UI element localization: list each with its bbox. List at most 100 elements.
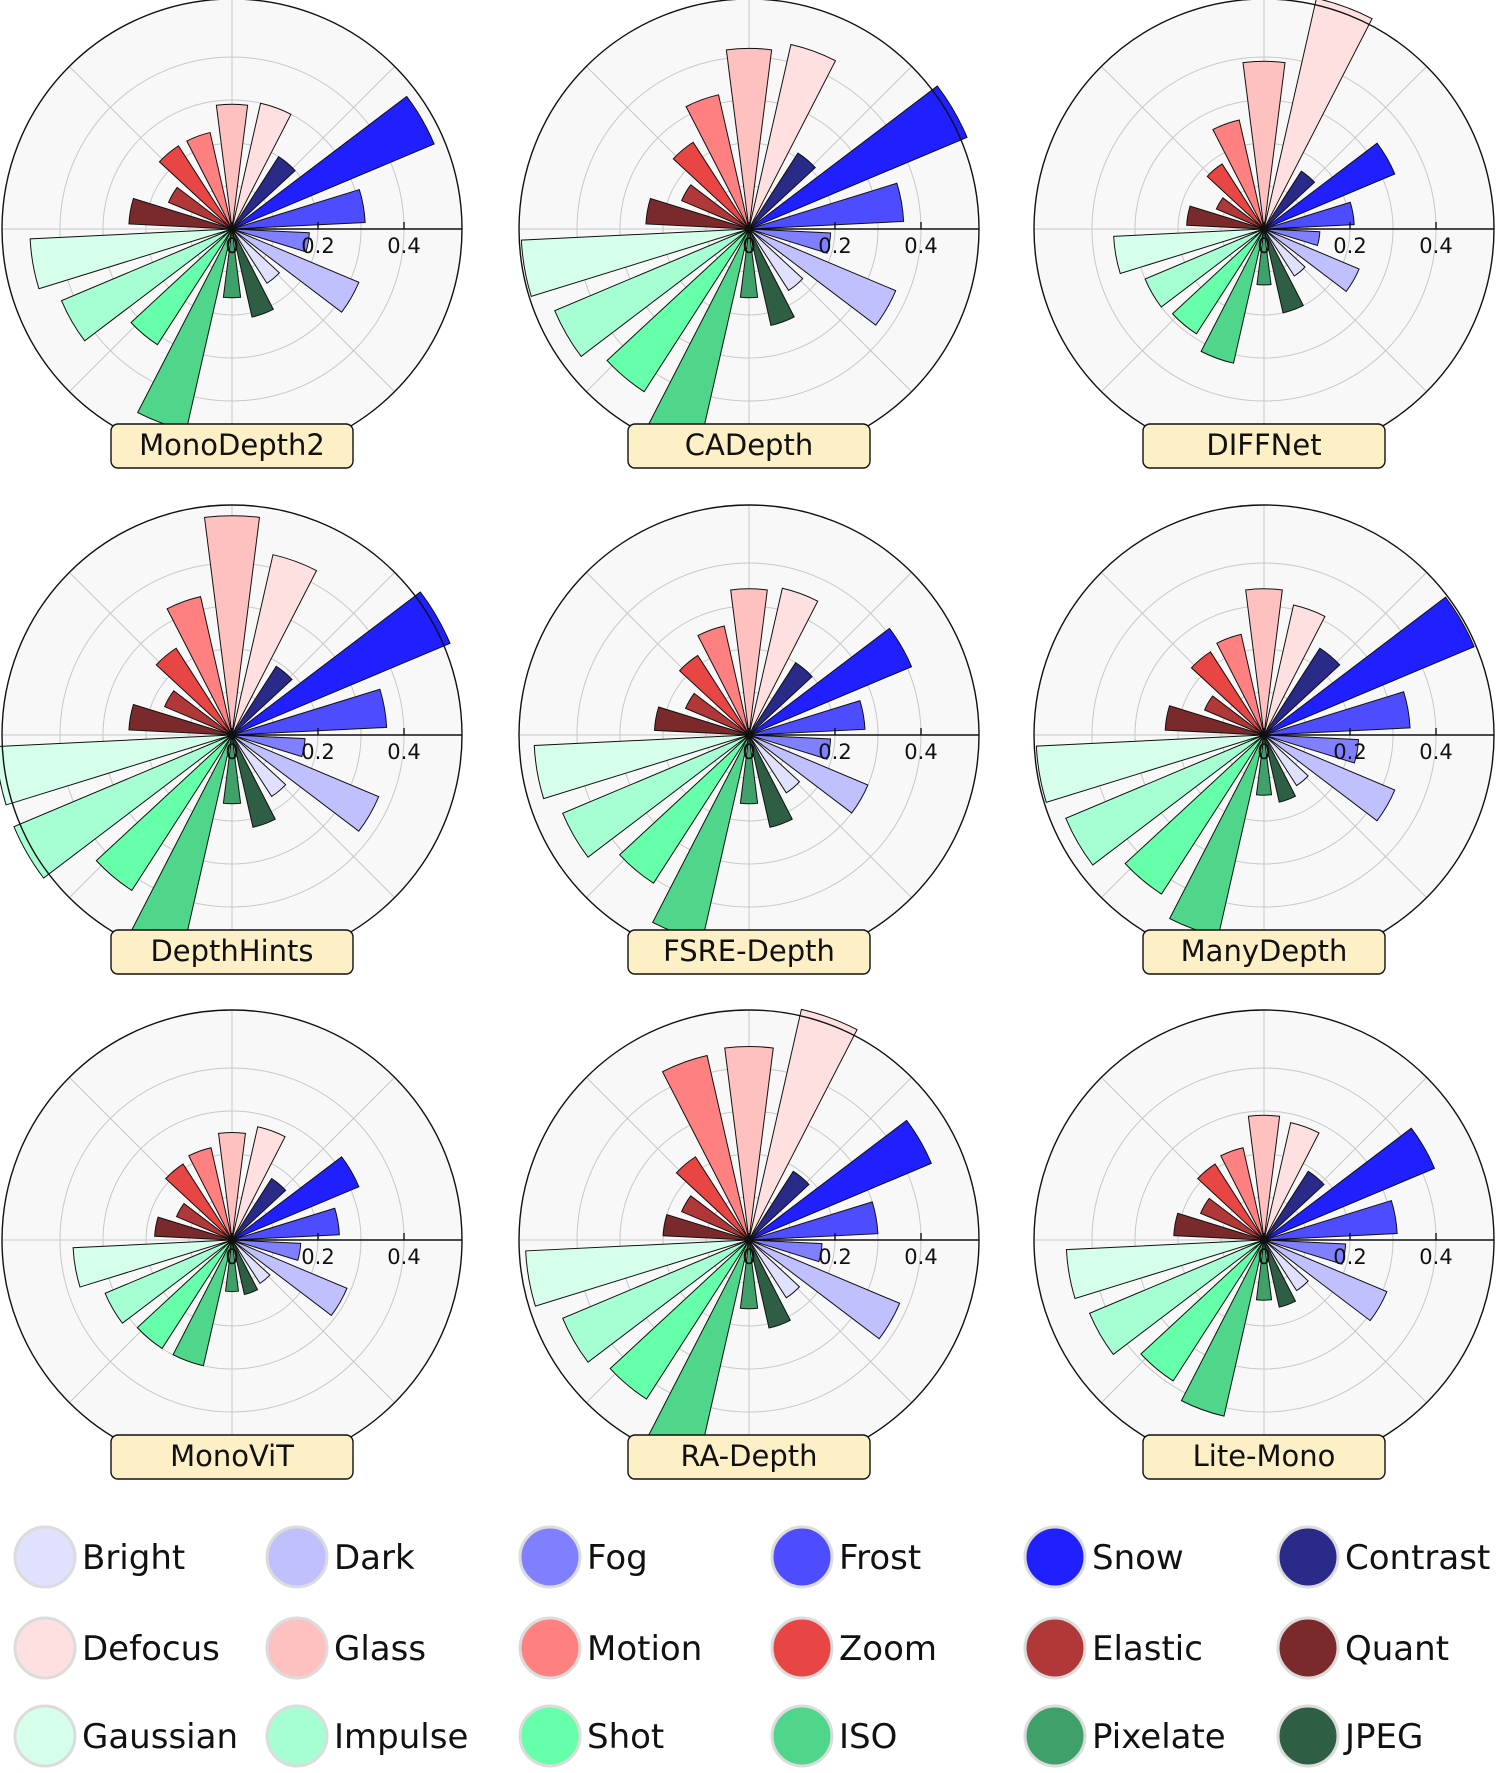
bar-motion bbox=[697, 625, 750, 736]
bar-motion bbox=[186, 131, 233, 230]
legend-item-jpeg: JPEG bbox=[1276, 1704, 1423, 1768]
radial-tick-label: 0.2 bbox=[301, 234, 334, 258]
legend-swatch bbox=[13, 1525, 77, 1589]
bar-pixelate bbox=[739, 228, 759, 299]
bar-frost bbox=[1263, 691, 1411, 736]
legend-item-defocus: Defocus bbox=[13, 1616, 220, 1680]
bar-impulse bbox=[60, 228, 233, 342]
bar-shot bbox=[136, 1239, 233, 1350]
radial-tick-label: 0.2 bbox=[301, 740, 334, 764]
legend-item-fog: Fog bbox=[518, 1525, 648, 1589]
bar-gaussian bbox=[525, 1239, 750, 1307]
bar-defocus bbox=[1263, 604, 1326, 736]
bar-shot bbox=[1124, 734, 1265, 895]
legend-item-motion: Motion bbox=[518, 1616, 702, 1680]
bar-shot bbox=[130, 228, 233, 346]
legend-item-iso: ISO bbox=[770, 1704, 897, 1768]
bar-quant bbox=[154, 1216, 233, 1241]
radial-tick-label: 0 bbox=[1257, 740, 1270, 764]
bar-bright bbox=[1263, 228, 1306, 277]
bar-bright bbox=[1263, 734, 1309, 787]
bar-jpeg bbox=[1263, 734, 1297, 803]
bar-fog bbox=[1263, 1239, 1347, 1265]
bar-shot bbox=[95, 734, 233, 892]
bar-frost bbox=[748, 182, 905, 230]
legend-label: Elastic bbox=[1092, 1629, 1203, 1669]
bar-pixelate bbox=[222, 734, 242, 805]
bar-dark bbox=[748, 228, 897, 326]
model-label: CADepth bbox=[685, 428, 813, 462]
legend-item-dark: Dark bbox=[265, 1525, 415, 1589]
radial-tick-label: 0.4 bbox=[1419, 1245, 1452, 1269]
bar-contrast bbox=[748, 662, 813, 736]
bar-shot bbox=[606, 228, 750, 393]
bar-elastic bbox=[1215, 197, 1265, 230]
bar-pixelate bbox=[224, 1239, 240, 1293]
legend-swatch bbox=[265, 1525, 329, 1589]
bar-contrast bbox=[231, 1177, 287, 1241]
bar-motion bbox=[1220, 1147, 1265, 1241]
model-label: DIFFNet bbox=[1206, 428, 1321, 462]
legend-label: Motion bbox=[587, 1629, 702, 1669]
bar-frost bbox=[231, 188, 366, 230]
bar-snow bbox=[1263, 142, 1396, 230]
radial-tick-label: 0.2 bbox=[1333, 1245, 1366, 1269]
bar-impulse bbox=[13, 734, 233, 879]
bar-zoom bbox=[672, 141, 750, 230]
bar-dark bbox=[231, 1239, 348, 1317]
bar-jpeg bbox=[1263, 1239, 1297, 1308]
bar-shot bbox=[1171, 228, 1265, 335]
model-label-box bbox=[627, 929, 871, 975]
legend-label: ISO bbox=[839, 1717, 897, 1757]
bar-glass bbox=[724, 1046, 774, 1241]
legend-item-shot: Shot bbox=[518, 1704, 664, 1768]
legend-swatch bbox=[13, 1704, 77, 1768]
model-label-box bbox=[110, 929, 354, 975]
model-label-box bbox=[110, 1434, 354, 1480]
legend: Bright Dark Fog Frost Snow Contrast Defocus Gla… bbox=[13, 1525, 1490, 1768]
bar-defocus bbox=[748, 1008, 858, 1241]
bar-pixelate bbox=[739, 1239, 759, 1310]
legend-item-elastic: Elastic bbox=[1023, 1616, 1203, 1680]
polar-chart-diffnet: 0 0.2 0.4 DIFFNet bbox=[1033, 0, 1495, 469]
model-label-box bbox=[627, 1434, 871, 1480]
bar-dark bbox=[1263, 1239, 1388, 1322]
bar-gaussian bbox=[1065, 1239, 1265, 1300]
bar-quant bbox=[645, 197, 750, 230]
bar-frost bbox=[1263, 201, 1355, 230]
bar-gaussian bbox=[1035, 734, 1265, 804]
model-label: FSRE-Depth bbox=[663, 934, 835, 968]
bar-zoom bbox=[1190, 651, 1265, 736]
bar-dark bbox=[1263, 734, 1396, 822]
bar-contrast bbox=[1263, 647, 1341, 736]
bar-shot bbox=[1140, 1239, 1265, 1382]
model-label-box bbox=[1142, 423, 1386, 469]
bar-snow bbox=[748, 85, 968, 230]
radial-tick-label: 0 bbox=[225, 740, 238, 764]
polar-chart-lite-mono: 0 0.2 0.4 Lite-Mono bbox=[1033, 1009, 1495, 1480]
bar-zoom bbox=[1206, 163, 1265, 230]
legend-label: Zoom bbox=[839, 1629, 937, 1669]
bar-dark bbox=[748, 734, 869, 814]
model-label-box bbox=[627, 423, 871, 469]
bar-zoom bbox=[675, 1156, 750, 1241]
bar-zoom bbox=[155, 647, 233, 736]
bar-pixelate bbox=[739, 734, 759, 805]
legend-label: Quant bbox=[1345, 1629, 1449, 1669]
model-label: MonoDepth2 bbox=[139, 428, 325, 462]
bar-elastic bbox=[680, 184, 750, 230]
legend-item-impulse: Impulse bbox=[265, 1704, 468, 1768]
bar-elastic bbox=[167, 186, 233, 230]
legend-item-quant: Quant bbox=[1276, 1616, 1449, 1680]
radial-tick-label: 0.2 bbox=[818, 1245, 851, 1269]
bar-frost bbox=[231, 1207, 340, 1241]
legend-label: Frost bbox=[839, 1538, 921, 1578]
bar-snow bbox=[1263, 1127, 1436, 1241]
legend-swatch bbox=[13, 1616, 77, 1680]
bar-zoom bbox=[1197, 1163, 1265, 1241]
radial-tick-label: 0.4 bbox=[1419, 740, 1452, 764]
bar-jpeg bbox=[748, 1239, 791, 1329]
bar-contrast bbox=[1263, 1170, 1325, 1241]
bar-jpeg bbox=[231, 1239, 259, 1296]
bar-quant bbox=[662, 1213, 750, 1241]
